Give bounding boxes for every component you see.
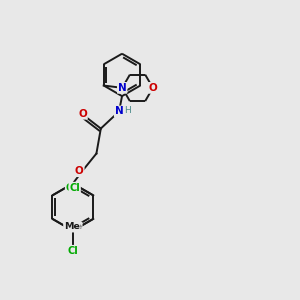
Text: N: N [118, 83, 127, 93]
Text: Me: Me [66, 223, 82, 232]
Text: O: O [78, 109, 87, 119]
Text: Cl: Cl [68, 246, 78, 256]
Text: N: N [115, 106, 124, 116]
Text: Me: Me [64, 223, 80, 232]
Text: Cl: Cl [69, 183, 80, 193]
Text: H: H [124, 106, 131, 115]
Text: O: O [75, 166, 84, 176]
Text: O: O [148, 83, 157, 93]
Text: Cl: Cl [66, 183, 76, 193]
